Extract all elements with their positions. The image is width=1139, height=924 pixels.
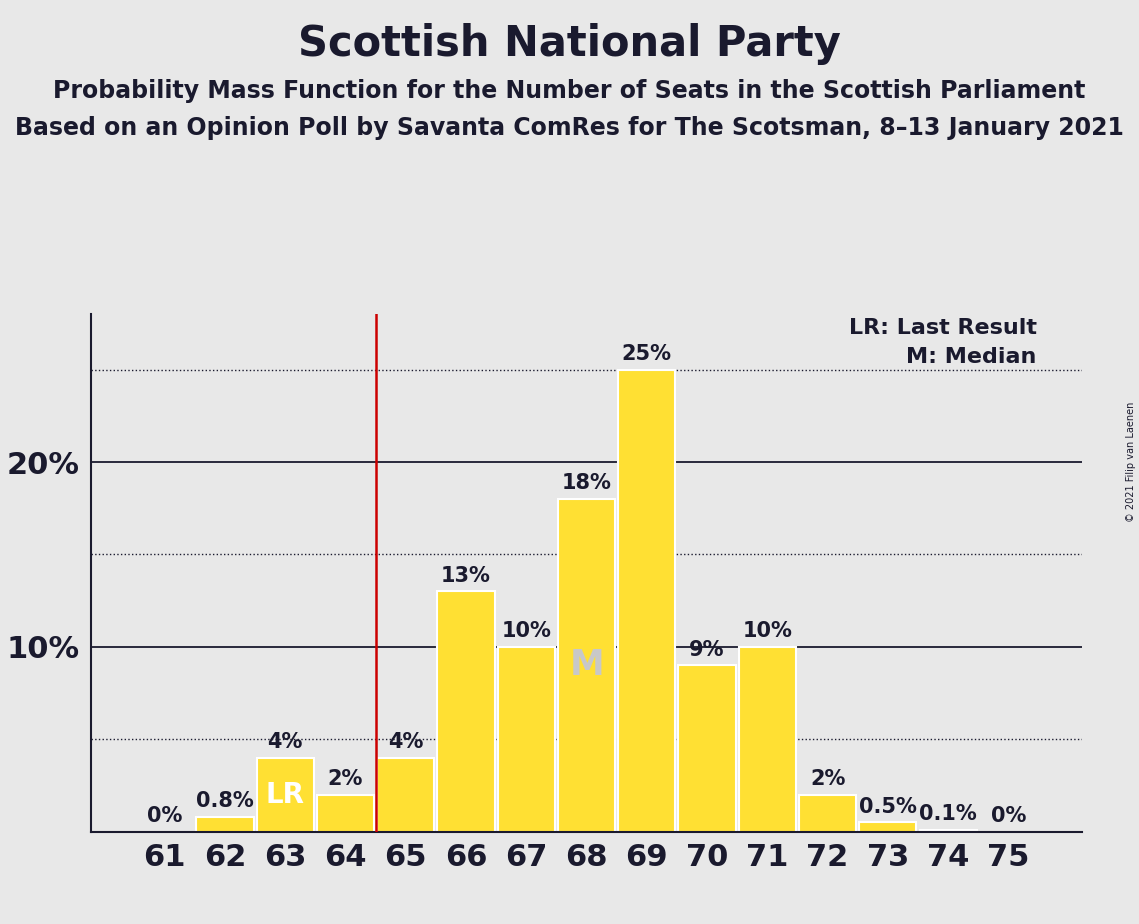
Text: 0.8%: 0.8%: [196, 791, 254, 811]
Text: 10%: 10%: [501, 621, 551, 641]
Text: 18%: 18%: [562, 473, 612, 493]
Bar: [798, 795, 857, 832]
Bar: [679, 665, 736, 832]
Text: 4%: 4%: [388, 732, 424, 752]
Text: © 2021 Filip van Laenen: © 2021 Filip van Laenen: [1126, 402, 1136, 522]
Text: LR: Last Result: LR: Last Result: [849, 318, 1036, 338]
Text: M: M: [570, 649, 604, 682]
Text: 0.1%: 0.1%: [919, 804, 977, 824]
Bar: [437, 591, 494, 832]
Text: 25%: 25%: [622, 344, 672, 364]
Text: 2%: 2%: [328, 769, 363, 789]
Text: 0.5%: 0.5%: [859, 796, 917, 817]
Text: Scottish National Party: Scottish National Party: [298, 23, 841, 65]
Text: 4%: 4%: [268, 732, 303, 752]
Bar: [196, 817, 254, 832]
Bar: [256, 758, 314, 832]
Bar: [498, 647, 555, 832]
Text: LR: LR: [265, 781, 305, 808]
Text: 13%: 13%: [441, 565, 491, 586]
Bar: [377, 758, 434, 832]
Text: Based on an Opinion Poll by Savanta ComRes for The Scotsman, 8–13 January 2021: Based on an Opinion Poll by Savanta ComR…: [15, 116, 1124, 140]
Bar: [739, 647, 796, 832]
Bar: [919, 830, 977, 832]
Text: 10%: 10%: [743, 621, 793, 641]
Bar: [618, 370, 675, 832]
Bar: [317, 795, 375, 832]
Text: M: Median: M: Median: [907, 347, 1036, 368]
Text: 9%: 9%: [689, 639, 724, 660]
Text: 2%: 2%: [810, 769, 845, 789]
Text: 0%: 0%: [991, 806, 1026, 826]
Bar: [558, 499, 615, 832]
Text: Probability Mass Function for the Number of Seats in the Scottish Parliament: Probability Mass Function for the Number…: [54, 79, 1085, 103]
Text: 0%: 0%: [147, 806, 182, 826]
Bar: [859, 822, 917, 832]
